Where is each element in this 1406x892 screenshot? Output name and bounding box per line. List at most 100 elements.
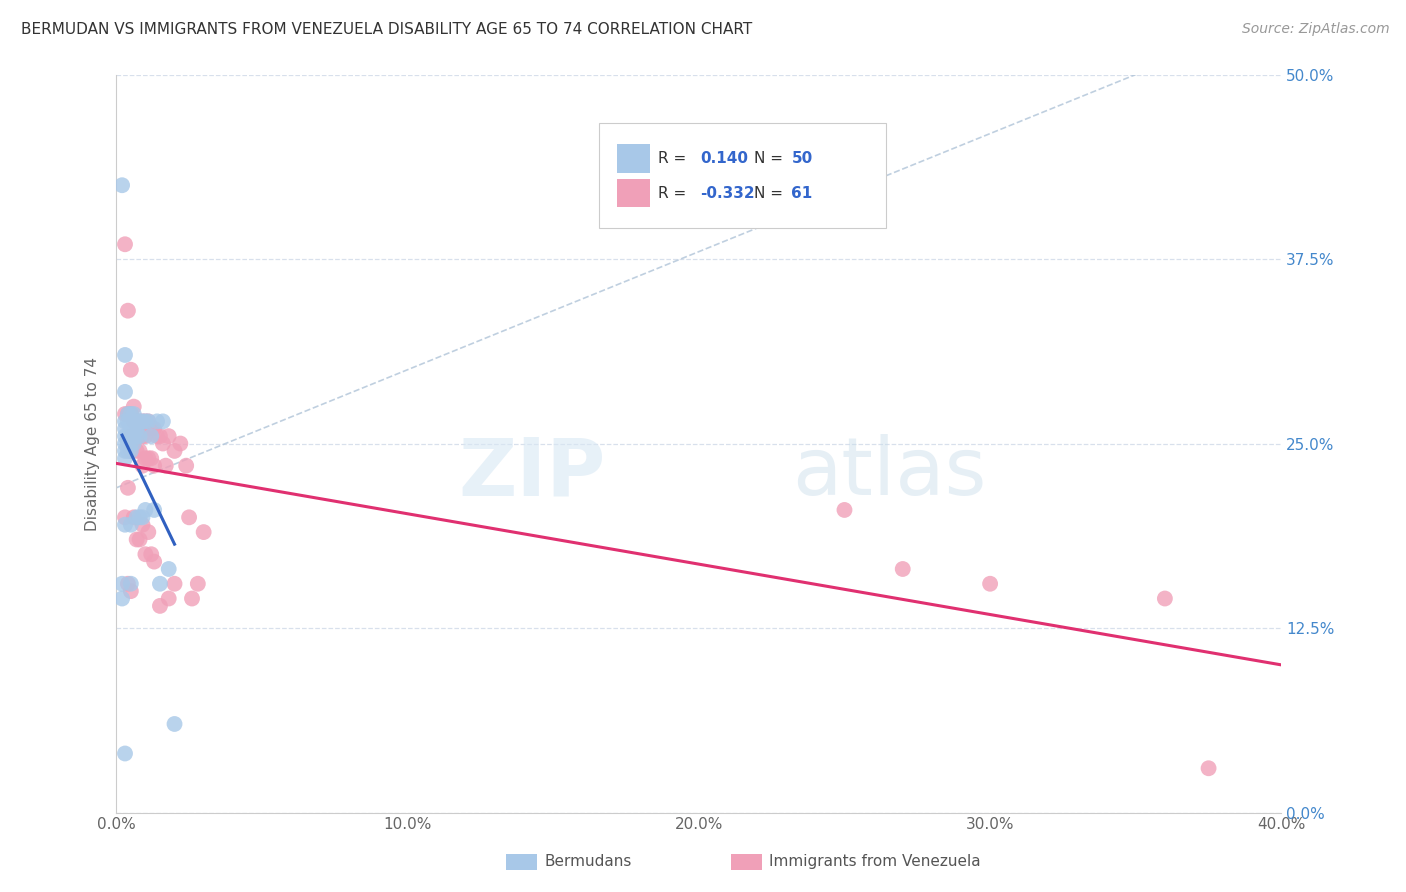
- Point: [122, 414, 145, 428]
- Point: [128, 510, 150, 524]
- Point: [120, 422, 142, 436]
- Point: [134, 414, 156, 428]
- Point: [157, 591, 180, 606]
- Point: [114, 348, 136, 362]
- Point: [114, 237, 136, 252]
- Point: [125, 533, 148, 547]
- Point: [120, 436, 142, 450]
- Point: [125, 414, 148, 428]
- Text: 61: 61: [792, 186, 813, 201]
- Point: [125, 414, 148, 428]
- Point: [114, 451, 136, 466]
- Point: [120, 576, 142, 591]
- Point: [157, 429, 180, 443]
- Point: [120, 407, 142, 421]
- Point: [111, 576, 134, 591]
- Text: Bermudans: Bermudans: [544, 855, 631, 869]
- Point: [114, 407, 136, 421]
- Point: [120, 517, 142, 532]
- Point: [834, 503, 856, 517]
- Point: [120, 414, 142, 428]
- Point: [131, 414, 153, 428]
- Point: [128, 429, 150, 443]
- Point: [117, 414, 139, 428]
- Point: [134, 414, 156, 428]
- Point: [120, 444, 142, 458]
- Point: [163, 717, 186, 731]
- Point: [114, 384, 136, 399]
- Point: [120, 429, 142, 443]
- Point: [122, 510, 145, 524]
- Point: [117, 444, 139, 458]
- Point: [136, 414, 159, 428]
- Text: 0.140: 0.140: [700, 151, 748, 166]
- Text: atlas: atlas: [792, 434, 987, 512]
- Point: [152, 414, 174, 428]
- Point: [125, 510, 148, 524]
- Point: [134, 547, 156, 561]
- Point: [120, 429, 142, 443]
- Point: [125, 429, 148, 443]
- Point: [114, 747, 136, 761]
- Point: [128, 429, 150, 443]
- Point: [141, 429, 163, 443]
- Point: [891, 562, 914, 576]
- Text: R =: R =: [658, 186, 690, 201]
- Point: [114, 510, 136, 524]
- Point: [979, 576, 1001, 591]
- Point: [122, 436, 145, 450]
- Point: [111, 591, 134, 606]
- Text: Source: ZipAtlas.com: Source: ZipAtlas.com: [1241, 22, 1389, 37]
- Point: [141, 422, 163, 436]
- Point: [114, 422, 136, 436]
- Point: [155, 458, 177, 473]
- Point: [128, 414, 150, 428]
- Point: [187, 576, 209, 591]
- Point: [136, 525, 159, 540]
- Point: [134, 429, 156, 443]
- Point: [117, 481, 139, 495]
- Text: R =: R =: [658, 151, 690, 166]
- Text: Immigrants from Venezuela: Immigrants from Venezuela: [769, 855, 981, 869]
- Point: [131, 458, 153, 473]
- Point: [122, 414, 145, 428]
- Text: -0.332: -0.332: [700, 186, 755, 201]
- Point: [131, 517, 153, 532]
- Point: [143, 422, 166, 436]
- Point: [117, 303, 139, 318]
- Point: [114, 444, 136, 458]
- Point: [146, 414, 169, 428]
- Text: BERMUDAN VS IMMIGRANTS FROM VENEZUELA DISABILITY AGE 65 TO 74 CORRELATION CHART: BERMUDAN VS IMMIGRANTS FROM VENEZUELA DI…: [21, 22, 752, 37]
- Point: [136, 451, 159, 466]
- Point: [111, 178, 134, 193]
- Point: [117, 429, 139, 443]
- Point: [1198, 761, 1220, 775]
- Point: [146, 429, 169, 443]
- Point: [141, 451, 163, 466]
- Point: [120, 444, 142, 458]
- Point: [125, 444, 148, 458]
- Point: [122, 429, 145, 443]
- Point: [117, 436, 139, 450]
- Point: [163, 444, 186, 458]
- Point: [120, 407, 142, 421]
- Point: [128, 414, 150, 428]
- Point: [152, 436, 174, 450]
- Point: [120, 584, 142, 599]
- Point: [149, 576, 172, 591]
- Point: [193, 525, 215, 540]
- Point: [128, 444, 150, 458]
- Text: N =: N =: [754, 186, 783, 201]
- Point: [125, 422, 148, 436]
- Text: N =: N =: [754, 151, 783, 166]
- Y-axis label: Disability Age 65 to 74: Disability Age 65 to 74: [86, 357, 100, 531]
- Point: [143, 503, 166, 517]
- Point: [131, 429, 153, 443]
- Point: [143, 458, 166, 473]
- Point: [134, 503, 156, 517]
- Point: [157, 562, 180, 576]
- Point: [131, 414, 153, 428]
- Point: [114, 517, 136, 532]
- Point: [181, 591, 204, 606]
- Point: [177, 510, 200, 524]
